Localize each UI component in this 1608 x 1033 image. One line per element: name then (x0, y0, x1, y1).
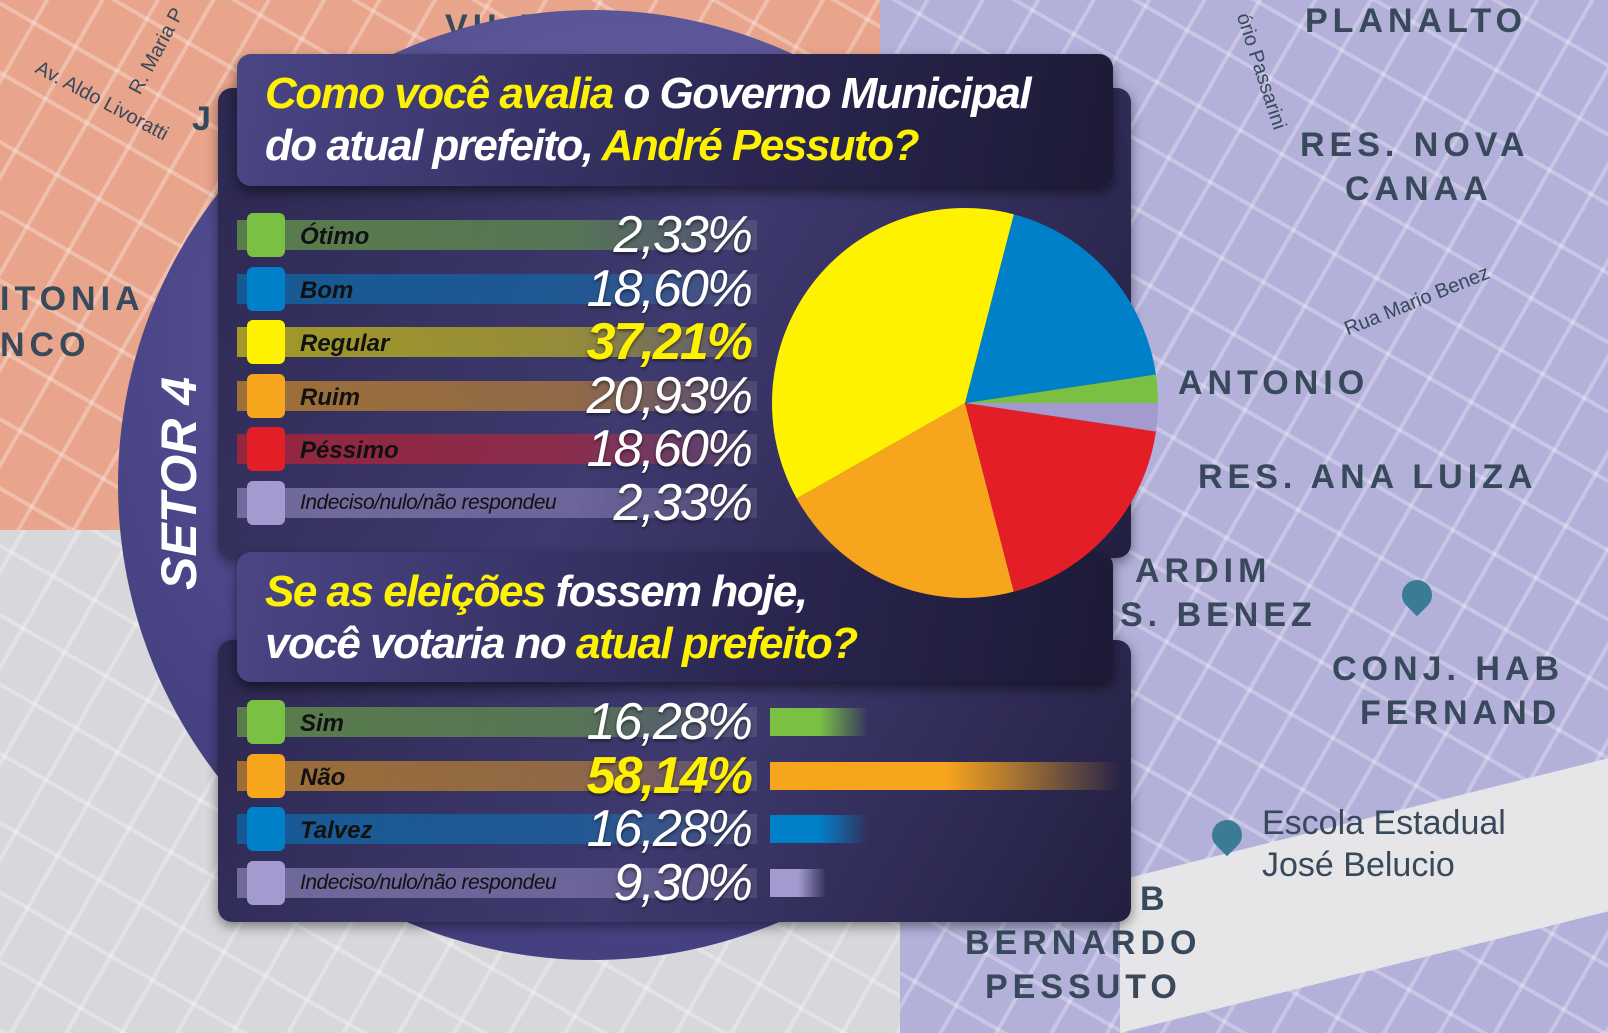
map-label: RES. NOVA (1300, 126, 1530, 164)
legend-bar (237, 814, 757, 844)
pie-slice-3 (796, 403, 1014, 598)
map-label: PESSUTO (985, 968, 1182, 1006)
legend-swatch (247, 700, 285, 744)
pie-slice-2 (771, 207, 1014, 499)
legend-row: Regular 37,21% (237, 313, 757, 371)
data-label: 9,30% (613, 853, 753, 912)
legend-label: Regular (300, 330, 390, 357)
map-label: PLANALTO (1305, 2, 1527, 40)
data-label: 58,14% (586, 746, 753, 805)
legend-bar (237, 220, 757, 250)
data-label: 20,93% (586, 366, 753, 425)
map-label: ANTONIO (1178, 364, 1370, 402)
legend-swatch (247, 753, 285, 798)
legend-swatch (247, 860, 285, 905)
pie-slice-4 (965, 403, 1156, 592)
title-text: o Governo Municipal (612, 69, 1031, 118)
data-label: 18,60% (586, 259, 753, 318)
legend-swatch (247, 480, 285, 525)
legend-row: Ótimo 2,33% (237, 206, 757, 264)
data-label: 2,33% (613, 206, 753, 264)
legend-swatch (247, 320, 285, 364)
map-label: B (1140, 880, 1170, 918)
legend-label: Ruim (300, 383, 360, 411)
pie-slice-5 (965, 403, 1158, 432)
legend-label: Bom (300, 276, 354, 304)
map-label: NCO (0, 326, 91, 364)
data-label: 16,28% (586, 800, 753, 858)
bar (770, 708, 868, 736)
legend-label: Indeciso/nulo/não respondeu (300, 870, 557, 894)
title-highlight: André Pessuto? (601, 121, 920, 170)
title-text: fossem hoje, (544, 567, 808, 616)
map-label: CANAA (1345, 170, 1493, 208)
legend-row: Não 58,14% (237, 747, 757, 805)
title-text: do atual prefeito, (265, 121, 602, 170)
legend-row: Ruim 20,93% (237, 367, 757, 425)
legend-row: Indeciso/nulo/não respondeu 2,33% (237, 474, 757, 532)
legend-row: Péssimo 18,60% (237, 420, 757, 478)
map-label: FERNAND (1360, 694, 1562, 732)
data-label: 37,21% (586, 313, 753, 371)
title-highlight: atual prefeito? (576, 619, 858, 668)
legend-bar (237, 867, 757, 898)
map-label: ITONIA (0, 280, 145, 318)
legend-label: Ótimo (300, 223, 370, 250)
bar (770, 815, 868, 843)
legend-label: Indeciso/nulo/não respondeu (300, 490, 557, 514)
legend-bar (237, 273, 757, 304)
legend-row: Indeciso/nulo/não respondeu 9,30% (237, 854, 757, 912)
map-label: Escola Estadual (1262, 804, 1506, 842)
title-text: você votaria no (265, 619, 577, 668)
map-label: CONJ. HAB (1332, 650, 1565, 688)
legend-bar (237, 434, 757, 464)
legend-row: Sim 16,28% (237, 693, 757, 751)
legend-bar (237, 327, 757, 357)
pie-slice-0 (965, 374, 1158, 403)
bar (770, 761, 1120, 790)
map-label: RES. ANA LUIZA (1198, 458, 1538, 496)
legend-row: Talvez 16,28% (237, 800, 757, 858)
title-highlight: Se as eleições (265, 567, 546, 616)
data-label: 16,28% (586, 693, 753, 751)
legend-bar (237, 380, 757, 411)
pie-slice-1 (965, 214, 1156, 403)
title-highlight: Como você avalia (265, 69, 614, 118)
legend-label: Talvez (300, 817, 373, 844)
map-label: ARDIM (1135, 552, 1272, 590)
map-label: J (192, 100, 216, 138)
data-label: 18,60% (586, 420, 753, 478)
legend-bar (237, 760, 757, 791)
map-label: S. BENEZ (1120, 596, 1317, 634)
legend-bar (237, 707, 757, 737)
legend-label: Sim (300, 710, 345, 737)
map-label: BERNARDO (965, 924, 1202, 962)
legend-swatch (247, 213, 285, 257)
legend-swatch (247, 266, 285, 311)
legend-label: Não (300, 763, 346, 791)
legend-swatch (247, 807, 285, 851)
legend-label: Péssimo (300, 437, 399, 464)
legend-bar (237, 487, 757, 518)
legend-row: Bom 18,60% (237, 260, 757, 318)
question1-title: Como você avalia o Governo Municipal do … (237, 54, 1113, 186)
map-label: José Belucio (1262, 846, 1455, 884)
bar (770, 868, 826, 897)
legend-swatch (247, 373, 285, 418)
data-label: 2,33% (613, 473, 753, 532)
legend-swatch (247, 427, 285, 471)
